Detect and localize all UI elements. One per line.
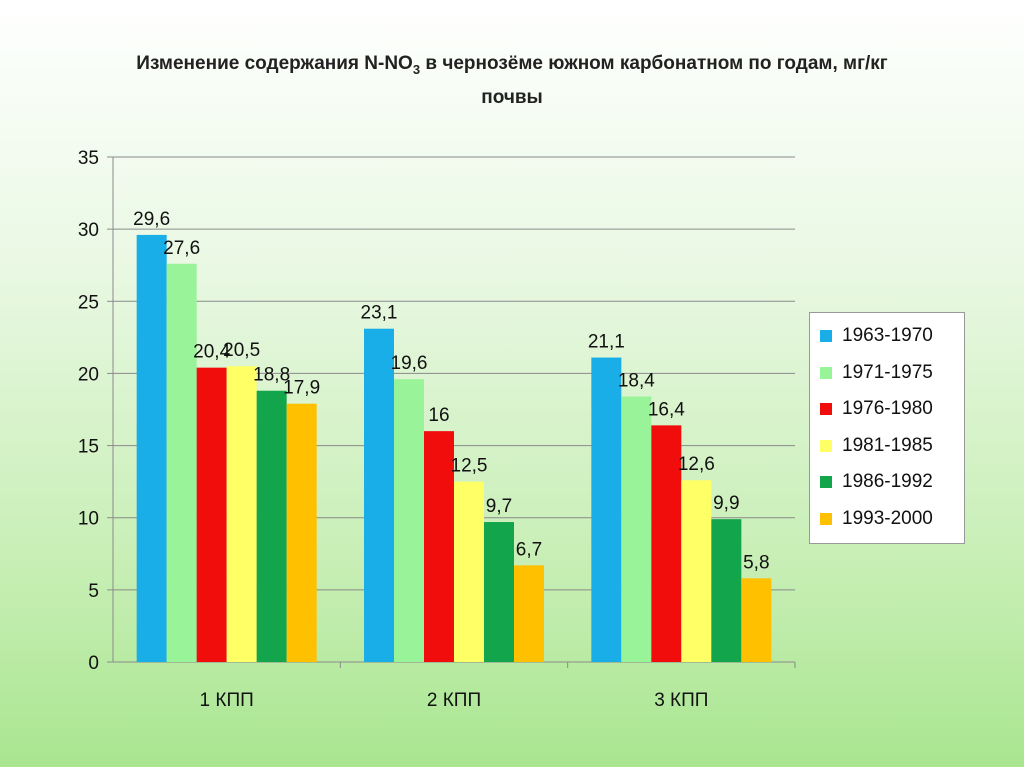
bar-1971-1975-2 КПП — [394, 379, 424, 662]
legend-label: 1981-1985 — [842, 434, 933, 456]
legend-swatch — [820, 476, 832, 488]
bar-1981-1985-3 КПП — [681, 480, 712, 662]
title-prefix: Изменение содержания N-NO — [136, 53, 413, 74]
bar-1963-1970-1 КПП — [136, 234, 167, 662]
legend-item: 1963-1970 — [820, 321, 933, 351]
legend-item: 1993-2000 — [820, 504, 933, 534]
data-label: 9,9 — [713, 493, 739, 514]
bar-1993-2000-1 КПП — [286, 403, 317, 662]
data-label: 16,4 — [648, 399, 685, 420]
bar-1963-1970-2 КПП — [364, 328, 394, 662]
bar-1976-1980-3 КПП — [651, 425, 682, 662]
data-label: 12,5 — [451, 456, 488, 477]
data-label: 20,5 — [223, 340, 260, 361]
legend-swatch — [820, 330, 832, 342]
y-tick-label: 30 — [78, 220, 99, 241]
legend-item: 1981-1985 — [820, 431, 933, 461]
data-label: 21,1 — [588, 332, 625, 353]
bar-1981-1985-1 КПП — [226, 366, 257, 662]
y-tick-label: 15 — [78, 437, 99, 458]
y-tick-label: 35 — [78, 148, 99, 169]
legend-label: 1993-2000 — [842, 507, 933, 529]
data-label: 18,8 — [253, 365, 290, 386]
data-label: 20,4 — [193, 342, 230, 363]
data-label: 16 — [428, 405, 449, 426]
bar-1981-1985-2 КПП — [454, 481, 484, 662]
data-label: 12,6 — [678, 454, 715, 475]
title-subscript: 3 — [412, 61, 421, 77]
data-label: 27,6 — [163, 238, 200, 259]
y-tick-label: 0 — [88, 653, 99, 674]
legend-item: 1976-1980 — [820, 394, 933, 424]
x-category-label: 2 КПП — [427, 690, 481, 711]
data-label: 19,6 — [391, 353, 428, 374]
legend-label: 1986-1992 — [842, 471, 933, 492]
bar-1963-1970-3 КПП — [591, 357, 622, 662]
bar-1971-1975-3 КПП — [621, 396, 652, 662]
legend-swatch — [820, 512, 832, 525]
bar-1986-1992-1 КПП — [256, 390, 287, 662]
legend-swatch — [820, 403, 832, 415]
legend-item: 1971-1975 — [820, 358, 933, 388]
legend-label: 1976-1980 — [842, 398, 933, 419]
legend-label: 1971-1975 — [842, 361, 933, 383]
bar-1993-2000-3 КПП — [741, 578, 772, 662]
data-label: 23,1 — [361, 303, 398, 324]
bar-1993-2000-2 КПП — [514, 565, 544, 662]
legend-swatch — [820, 366, 832, 379]
data-label: 17,9 — [283, 378, 320, 399]
y-tick-label: 10 — [78, 509, 99, 530]
bar-1976-1980-1 КПП — [196, 367, 227, 662]
data-label: 6,7 — [516, 539, 542, 560]
data-label: 5,8 — [743, 552, 769, 573]
bar-1976-1980-2 КПП — [424, 431, 454, 662]
title-rest: в чернозёме южном карбонатном по годам, … — [420, 53, 888, 74]
bar-1971-1975-1 КПП — [166, 263, 197, 662]
chart-legend: 1963-1970 1971-1975 1976-1980 1981-1985 1986… — [809, 312, 965, 544]
bar-1986-1992-2 КПП — [484, 522, 514, 662]
data-label: 29,6 — [133, 209, 170, 230]
x-category-label: 3 КПП — [654, 690, 708, 711]
y-tick-label: 25 — [78, 292, 99, 313]
y-tick-label: 20 — [78, 364, 99, 385]
data-label: 18,4 — [618, 371, 655, 392]
legend-label: 1963-1970 — [842, 325, 933, 346]
x-category-label: 1 КПП — [200, 690, 254, 711]
chart-title: Изменение содержания N-NO3 в чернозёме ю… — [40, 50, 984, 112]
legend-item: 1986-1992 — [820, 467, 933, 497]
title-line2: почвы — [481, 86, 543, 108]
bar-1986-1992-3 КПП — [711, 519, 742, 662]
legend-swatch — [820, 439, 832, 452]
y-tick-label: 5 — [88, 581, 99, 602]
data-label: 9,7 — [486, 496, 512, 517]
